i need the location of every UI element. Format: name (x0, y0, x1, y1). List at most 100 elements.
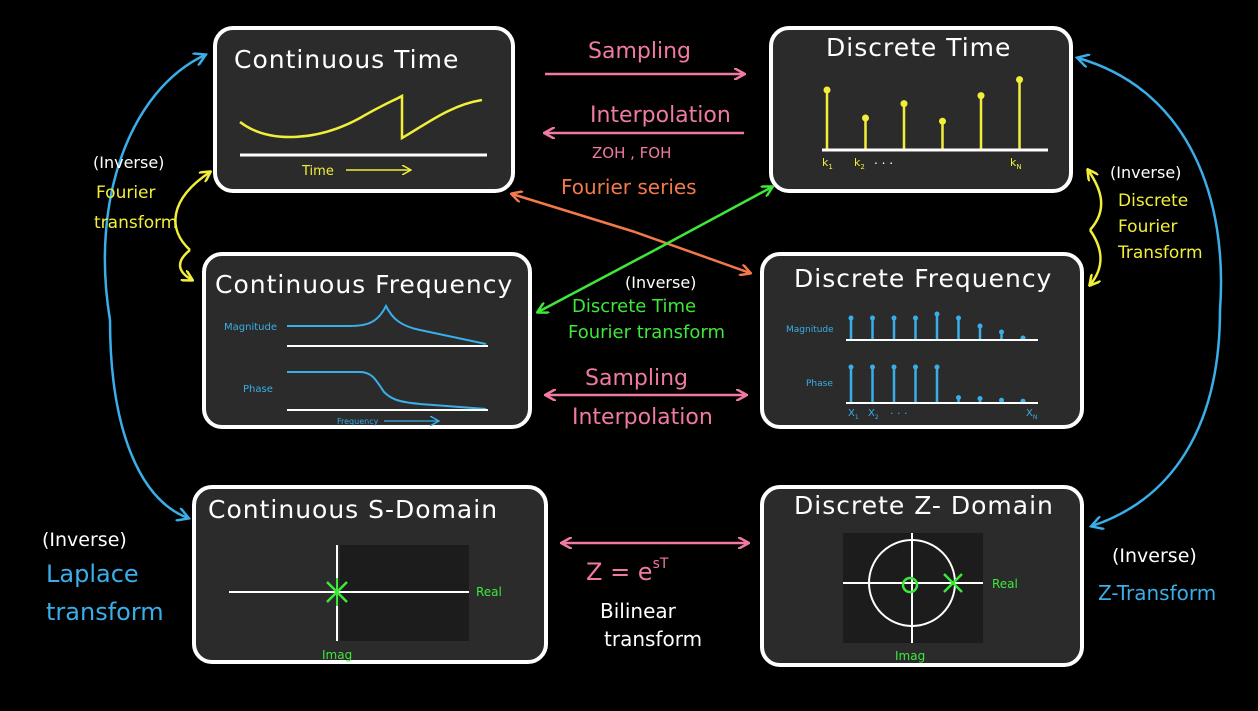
df-phase-stem-head (848, 364, 854, 370)
continuous-time-signal (239, 93, 483, 141)
k2-label: k (854, 156, 861, 169)
xn-label: X (1026, 408, 1033, 419)
k1-sub: 1 (828, 163, 832, 171)
df-phase-label: Phase (806, 379, 833, 389)
df-magnitude-stems (848, 311, 1026, 341)
df-magnitude-label: Magnitude (786, 325, 834, 335)
ft-arrow-up (174, 172, 210, 251)
laplace-arrow-down (108, 319, 188, 518)
df-dots: . . . (890, 404, 907, 417)
zt-arrow-down (1092, 309, 1222, 526)
sampling-label-top: Sampling (588, 39, 691, 64)
z-real-label: Real (992, 577, 1018, 591)
zt-line1-label: Z-Transform (1098, 581, 1216, 605)
svg-text:kN: kN (1010, 156, 1022, 171)
continuous-frequency-title: Continuous Frequency (215, 270, 513, 299)
continuous-s-title: Continuous S-Domain (208, 495, 498, 524)
fourier-series-arrow-right (634, 230, 750, 273)
ft-arrow-down (178, 249, 192, 280)
s-pole-x-icon (326, 578, 348, 606)
df-magnitude-stem-head (870, 315, 875, 321)
dft-arrow-up (1088, 170, 1103, 231)
discrete-z-title: Discrete Z- Domain (794, 491, 1054, 520)
discrete-time-dots: . . . (874, 153, 893, 167)
ft-line1-label: Fourier (96, 183, 156, 203)
s-imag-label: Imag (322, 648, 352, 662)
dft-line1-label: Discrete (1118, 191, 1188, 211)
discrete-z-domain-box: Discrete Z- Domain Real Imag (760, 485, 1084, 667)
df-phase-stem-head (956, 395, 961, 401)
k2-sub: 2 (860, 163, 864, 171)
zoh-foh-label: ZOH , FOH (592, 144, 671, 162)
dft-line2-label: Fourier (1118, 217, 1178, 237)
bilinear-line1-label: Bilinear (600, 599, 677, 623)
svg-text:Z = esT: Z = esT (586, 556, 669, 586)
laplace-line2-label: transform (46, 598, 164, 626)
x2-label: X (868, 408, 875, 419)
laplace-inverse-label: (Inverse) (42, 529, 127, 551)
svg-text:XN: XN (1026, 408, 1037, 421)
x2-sub: 2 (875, 414, 879, 421)
laplace-arrow-up (103, 55, 205, 321)
bilinear-line2-label: transform (604, 627, 702, 651)
interpolation-label-top: Interpolation (590, 103, 731, 128)
continuous-s-domain-box: Continuous S-Domain Real Imag (192, 485, 548, 664)
continuous-time-axis-label: Time (301, 164, 334, 179)
zt-inverse-label: (Inverse) (1112, 545, 1197, 567)
svg-text:X1: X1 (848, 408, 859, 421)
svg-text:X2: X2 (868, 408, 879, 421)
z-exp-label: sT (653, 556, 669, 572)
z-imag-label: Imag (895, 649, 925, 663)
discrete-time-title: Discrete Time (826, 33, 1011, 62)
df-magnitude-stem-head (999, 329, 1004, 335)
discrete-time-stem-head (862, 114, 869, 122)
cf-magnitude-curve (287, 303, 487, 345)
kn-sub: N (1016, 163, 1021, 171)
df-phase-stem-head (977, 396, 983, 401)
cf-phase-curve (287, 371, 487, 410)
continuous-time-box: Continuous Time Time (213, 26, 515, 193)
df-phase-stem-head (913, 364, 918, 370)
continuous-time-title: Continuous Time (234, 45, 459, 74)
df-magnitude-stem-head (977, 323, 983, 329)
laplace-line1-label: Laplace (46, 560, 139, 588)
zt-arrow-up (1078, 58, 1223, 311)
discrete-time-stem-head (939, 117, 946, 125)
df-magnitude-stem-head (891, 315, 897, 321)
dft-arrow-down (1090, 229, 1102, 285)
fourier-series-arrow-left (512, 194, 636, 234)
kn-label: k (1010, 156, 1017, 169)
df-magnitude-stem-head (956, 315, 961, 321)
interpolation-label-mid: Interpolation (572, 405, 713, 430)
df-phase-stem-head (891, 364, 897, 370)
z-pole-x-icon (943, 573, 963, 593)
ft-inverse-label: (Inverse) (93, 153, 164, 172)
discrete-time-stem-head (1016, 76, 1023, 84)
z-equals-label: Z = e (586, 558, 653, 586)
discrete-time-box: Discrete Time k1 k2 . . . kN (769, 26, 1073, 193)
x1-sub: 1 (855, 414, 859, 421)
df-phase-stem-head (999, 397, 1004, 403)
dtft-line1-label: Discrete Time (572, 296, 696, 317)
cf-phase-label: Phase (243, 384, 273, 395)
continuous-frequency-box: Continuous Frequency Magnitude Phase Fre… (202, 252, 532, 429)
dft-line3-label: Transform (1117, 243, 1203, 263)
dtft-inverse-label: (Inverse) (625, 273, 696, 292)
discrete-frequency-box: Discrete Frequency Magnitude Phase X1 X2… (760, 252, 1084, 429)
df-magnitude-stem-head (913, 315, 918, 321)
fourier-series-label: Fourier series (561, 175, 697, 199)
discrete-frequency-title: Discrete Frequency (794, 264, 1052, 293)
df-phase-stem-head (934, 364, 940, 370)
xn-sub: N (1033, 414, 1038, 421)
svg-text:k1: k1 (822, 156, 833, 171)
dft-inverse-label: (Inverse) (1110, 163, 1181, 182)
cf-axis-label: Frequency (337, 417, 379, 426)
sampling-label-mid: Sampling (585, 366, 688, 391)
cf-magnitude-label: Magnitude (224, 322, 277, 333)
svg-text:k2: k2 (854, 156, 865, 171)
dtft-line2-label: Fourier transform (568, 322, 725, 343)
discrete-time-stem-head (977, 92, 985, 100)
df-phase-stem-head (870, 364, 875, 370)
ft-line2-label: transform (94, 213, 177, 233)
